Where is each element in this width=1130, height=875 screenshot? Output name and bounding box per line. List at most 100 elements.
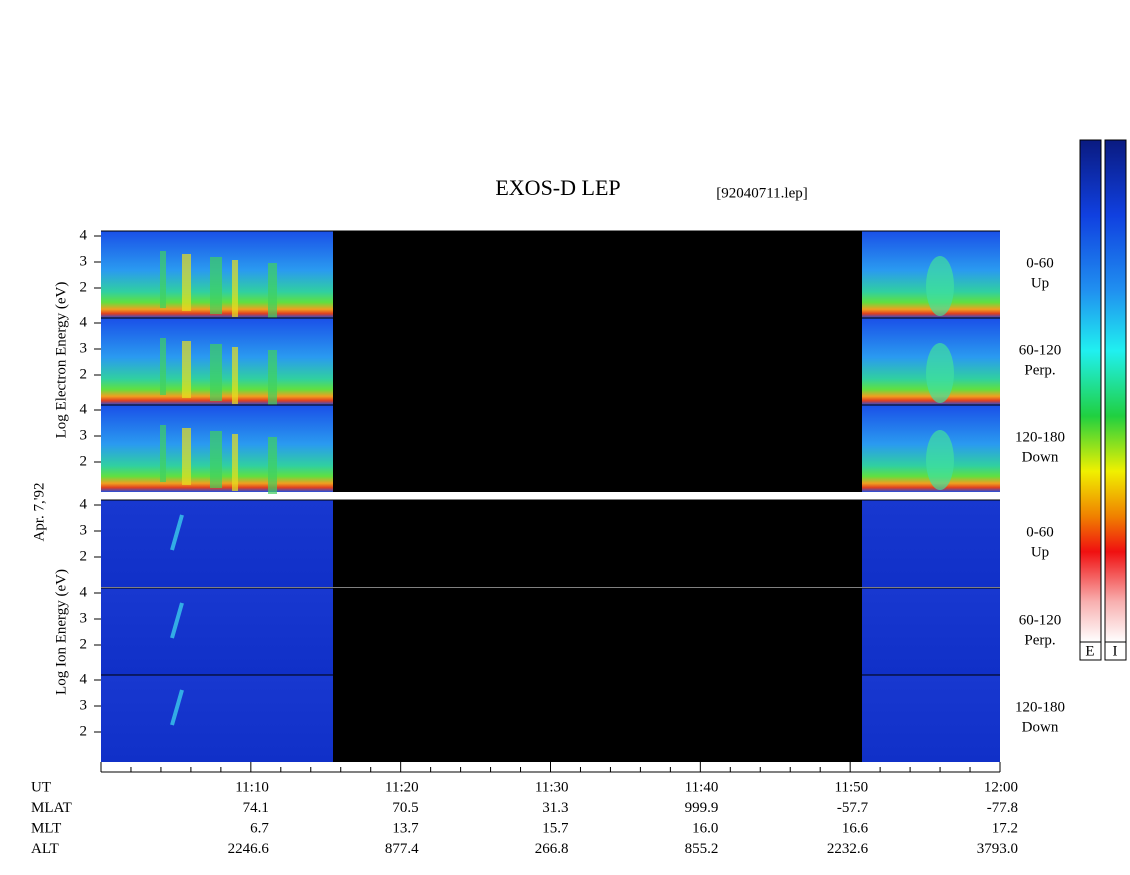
y-tick-label: 3 [80,340,88,356]
spectrum-feature [926,430,954,490]
panel-range: 120-180 [1015,699,1065,715]
ephemeris-label: UT [31,779,51,795]
spectrum-streak [182,254,191,311]
ephemeris-label: ALT [31,841,59,857]
ephemeris-label: MLT [31,820,61,836]
time-tick-label: 11:50 [835,779,869,795]
spectrum-streak [210,431,222,488]
y-tick-label: 3 [80,522,88,538]
spectrum [862,675,1000,762]
ephemeris-value: 2246.6 [228,841,270,857]
colorbar-label: I [1113,643,1118,659]
spectrum-streak [160,425,166,482]
ephemeris-value: 13.7 [392,820,419,836]
spectrum-feature [170,602,184,639]
y-tick-label: 4 [80,671,88,687]
spectrum-streak [210,257,222,314]
panel-range: 0-60 [1026,255,1054,271]
ephemeris-value: -77.8 [987,800,1018,816]
y-tick-label: 3 [80,610,88,626]
spectrum-streak [160,251,166,308]
spectrum [101,500,333,587]
ephemeris-value: 855.2 [685,841,719,857]
y-tick-label: 2 [80,636,88,652]
spectrum-streak [210,344,222,401]
spectrum [862,500,1000,587]
spectrum-streak [232,260,238,317]
date: Apr. 7,'92 [31,483,47,542]
spectrum [101,675,333,762]
y-tick-label: 2 [80,279,88,295]
panel-direction: Perp. [1024,362,1055,378]
panel-range: 60-120 [1019,342,1062,358]
spectrum-feature [926,343,954,403]
ephemeris-value: 70.5 [392,800,418,816]
time-tick-label: 11:40 [685,779,719,795]
y-tick-label: 2 [80,723,88,739]
y-tick-label: 3 [80,427,88,443]
spectrum-streak [182,428,191,485]
panel-direction: Down [1022,719,1059,735]
y-tick-label: 4 [80,496,88,512]
spectrum-streak [160,338,166,395]
spectrograms: 4 3 2 0-60 Up 4 3 2 60-120 Perp. 4 3 2 120-180 Down 4 3 2… [80,227,1065,762]
electron-axis-label: Log Electron Energy (eV) [53,282,69,439]
spectrum-streak [268,263,277,320]
time-tick-label: 11:30 [535,779,569,795]
spectrum-feature [170,689,184,726]
ephemeris-value: 31.3 [542,800,568,816]
spectrum [862,588,1000,675]
ephemeris-value: 16.6 [842,820,869,836]
y-tick-label: 4 [80,584,88,600]
spectrum-streak [268,437,277,494]
ephemeris-value: -57.7 [837,800,869,816]
ephemeris-value: 3793.0 [977,841,1018,857]
panel-range: 0-60 [1026,524,1054,540]
panel-direction: Up [1031,544,1049,560]
spectrum-feature [926,256,954,316]
ephemeris-value: 15.7 [542,820,569,836]
panel-direction: Down [1022,449,1059,465]
colorbar [1079,139,1102,643]
y-tick-label: 3 [80,253,88,269]
y-tick-label: 2 [80,453,88,469]
panel-range: 60-120 [1019,612,1062,628]
file-name: [92040711.lep] [716,185,808,201]
colorbar-box [1104,641,1127,661]
y-tick-label: 4 [80,227,88,243]
time-tick-label: 11:20 [385,779,419,795]
ephemeris-value: 2232.6 [827,841,869,857]
ephemeris-value: 74.1 [243,800,269,816]
spectrum-streak [182,341,191,398]
spectrum-feature [170,514,184,551]
ion-axis-label: Log Ion Energy (eV) [53,569,69,695]
y-tick-label: 2 [80,548,88,564]
y-tick-label: 4 [80,401,88,417]
time-tick-label: 12:00 [984,779,1018,795]
time-axis-group: 11:10 11:20 11:30 11:40 11:50 12:00 UT MLAT 74.1… [31,762,1018,857]
ephemeris-value: 999.9 [685,800,719,816]
spectrum [101,588,333,675]
spectrum-streak [232,434,238,491]
colorbar-label: E [1085,643,1094,659]
y-tick-label: 3 [80,697,88,713]
colorbar-box [1079,641,1102,661]
ephemeris-value: 266.8 [535,841,569,857]
colorbar [1104,139,1127,643]
ephemeris-value: 16.0 [692,820,718,836]
panel-direction: Perp. [1024,632,1055,648]
ephemeris-value: 17.2 [992,820,1018,836]
title: EXOS-D LEP [495,175,620,200]
time-tick-label: 11:10 [235,779,269,795]
ephemeris-value: 877.4 [385,841,419,857]
y-tick-label: 4 [80,314,88,330]
ephemeris-label: MLAT [31,800,72,816]
spectrum-streak [268,350,277,407]
colorbars: E I [1079,139,1127,661]
ephemeris-value: 6.7 [250,820,269,836]
panel-direction: Up [1031,275,1049,291]
panel-range: 120-180 [1015,429,1065,445]
spectrum-streak [232,347,238,404]
y-tick-label: 2 [80,366,88,382]
